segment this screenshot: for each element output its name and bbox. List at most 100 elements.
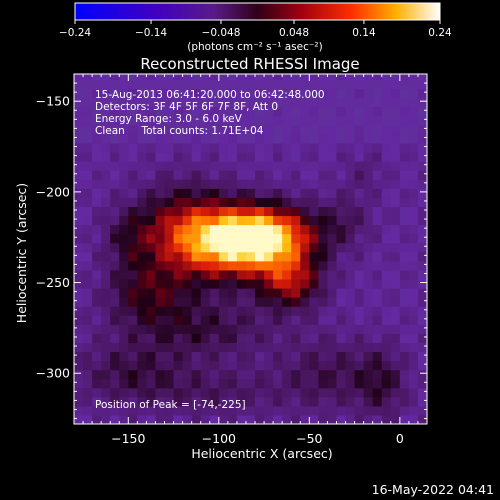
heatmap-cell — [92, 74, 102, 81]
heatmap-cell — [300, 405, 310, 416]
heatmap-cell — [327, 387, 338, 398]
heatmap-cell — [83, 387, 93, 398]
heatmap-cell — [227, 170, 238, 180]
heatmap-cell — [119, 88, 129, 99]
heatmap-cell — [218, 315, 229, 325]
heatmap-cell — [146, 97, 157, 108]
heatmap-cell — [318, 242, 329, 253]
heatmap-cell — [309, 333, 319, 343]
heatmap-cell — [363, 260, 374, 271]
heatmap-cell — [273, 170, 283, 180]
heatmap-cell — [209, 151, 220, 162]
heatmap-cell — [399, 197, 410, 207]
heatmap-cell — [390, 315, 401, 325]
heatmap-cell — [74, 197, 84, 207]
heatmap-cell — [137, 197, 148, 207]
heatmap-cell — [74, 188, 84, 198]
heatmap-cell — [309, 269, 319, 280]
heatmap-cell — [399, 215, 410, 226]
heatmap-cell — [83, 251, 93, 262]
heatmap-cell — [83, 333, 93, 343]
heatmap-cell — [318, 278, 329, 289]
heatmap-cell — [372, 333, 383, 343]
heatmap-cell — [309, 315, 319, 325]
heatmap-cell — [318, 378, 329, 389]
heatmap-cell — [119, 297, 129, 307]
heatmap-cell — [245, 97, 256, 108]
heatmap-cell — [417, 251, 427, 262]
heatmap-cell — [173, 79, 184, 90]
heatmap-cell — [164, 269, 175, 280]
heatmap-cell — [227, 351, 238, 362]
heatmap-cell — [200, 79, 211, 90]
heatmap-cell — [381, 79, 392, 90]
heatmap-cell — [146, 142, 157, 153]
heatmap-cell — [417, 387, 427, 398]
heatmap-cell — [173, 278, 184, 289]
heatmap-cell — [236, 197, 247, 207]
heatmap-cell — [408, 351, 419, 362]
heatmap-cell — [273, 188, 283, 198]
heatmap-cell — [164, 360, 175, 371]
heatmap-cell — [227, 242, 238, 253]
heatmap-cell — [291, 161, 301, 171]
heatmap-cell — [273, 378, 283, 389]
heatmap-cell — [74, 161, 84, 171]
heatmap-cell — [92, 315, 102, 325]
heatmap-cell — [390, 369, 401, 380]
heatmap-cell — [74, 315, 84, 325]
heatmap-cell — [92, 306, 102, 316]
heatmap-cell — [200, 115, 211, 126]
heatmap-cell — [218, 197, 229, 207]
heatmap-cell — [245, 188, 256, 198]
heatmap-cell — [83, 197, 93, 207]
heatmap-cell — [300, 396, 310, 407]
heatmap-cell — [191, 360, 202, 371]
heatmap-cell — [182, 360, 193, 371]
heatmap-cell — [255, 215, 265, 226]
heatmap-cell — [110, 88, 120, 99]
heatmap-cell — [399, 378, 410, 389]
heatmap-cell — [146, 124, 157, 135]
heatmap-cell — [173, 161, 184, 171]
heatmap-cell — [291, 124, 301, 135]
heatmap-cell — [209, 414, 220, 424]
heatmap-cell — [119, 287, 129, 298]
heatmap-cell — [372, 206, 383, 217]
heatmap-cell — [92, 215, 102, 226]
heatmap-cell — [309, 324, 319, 334]
heatmap-cell — [137, 369, 148, 380]
axis-ticks: −150 −100 −50 0−150−200−250−300 — [36, 73, 427, 446]
heatmap-cell — [372, 396, 383, 407]
heatmap-cell — [83, 124, 93, 135]
heatmap-cell — [300, 106, 310, 117]
heatmap-cell — [110, 351, 120, 362]
heatmap-cell — [146, 324, 157, 334]
heatmap-cell — [318, 179, 329, 189]
heatmap-cell — [119, 151, 129, 162]
colorbar-ticks: −0.24 −0.14 −0.048 0.048 0.14 0.24 — [59, 20, 452, 39]
heatmap-cell — [182, 106, 193, 117]
heatmap-cell — [291, 206, 301, 217]
heatmap-cell — [218, 115, 229, 126]
heatmap-cell — [345, 360, 356, 371]
heatmap-cell — [354, 97, 365, 108]
heatmap-cell — [264, 115, 274, 126]
heatmap-cell — [390, 342, 401, 353]
heatmap-cell — [363, 88, 374, 99]
heatmap-cell — [173, 260, 184, 271]
heatmap-cell — [173, 115, 184, 126]
heatmap-cell — [173, 369, 184, 380]
heatmap-cell — [209, 79, 220, 90]
heatmap-cell — [101, 233, 111, 244]
heatmap-cell — [372, 188, 383, 198]
heatmap-cell — [155, 106, 166, 117]
heatmap-cell — [408, 242, 419, 253]
heatmap-cell — [282, 287, 292, 298]
heatmap-cell — [227, 269, 238, 280]
heatmap-cell — [92, 333, 102, 343]
heatmap-cell — [110, 79, 120, 90]
heatmap-cell — [282, 315, 292, 325]
heatmap-cell — [345, 74, 356, 81]
heatmap-cell — [282, 351, 292, 362]
